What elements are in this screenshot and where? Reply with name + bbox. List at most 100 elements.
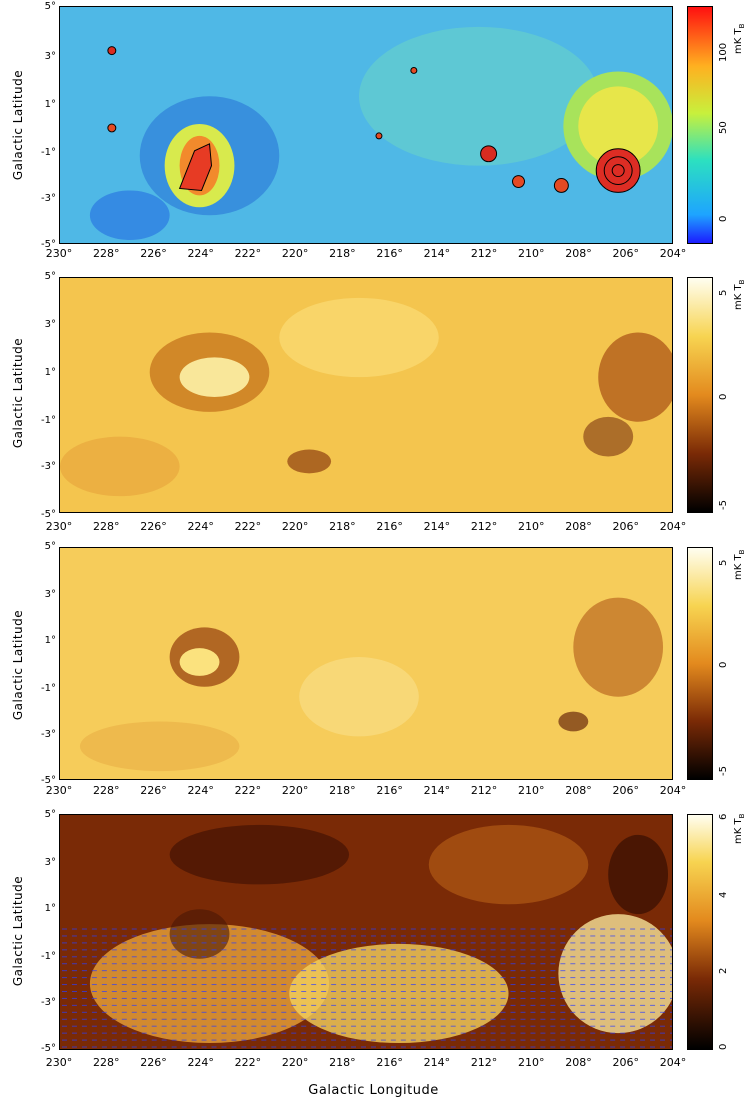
residual-image-b <box>60 548 672 779</box>
lat-tick: -5° <box>41 239 56 250</box>
lon-tick: 208° <box>565 520 592 533</box>
lat-tick: -5° <box>41 775 56 786</box>
lon-tick: 228° <box>92 1056 120 1069</box>
lat-tick: -5° <box>41 509 56 520</box>
colorbar-polarized <box>687 814 713 1050</box>
lon-tick: 222° <box>234 520 262 533</box>
colorbar-residual-b <box>687 547 713 780</box>
lon-tick: 204° <box>659 520 687 533</box>
lon-tick: 220° <box>281 1056 309 1069</box>
lon-tick: 206° <box>612 520 640 533</box>
panel-polarized: Galactic Latitude <box>0 808 747 1102</box>
lat-tick: -5° <box>41 1043 56 1054</box>
colorbar-tick: 0 <box>718 215 729 222</box>
residual-map-b <box>59 547 673 780</box>
lon-tick: 226° <box>140 1056 167 1069</box>
lon-tick: 224° <box>187 520 214 533</box>
lon-tick: 230° <box>45 247 73 260</box>
colorbar-unit: mK TB <box>733 813 746 844</box>
colorbar-unit: mK TB <box>733 279 746 310</box>
lat-tick: -3° <box>41 193 56 204</box>
panel-residual-a: Galactic Latitude 5 0 -5 mK TB <box>0 270 747 533</box>
lon-tick: 228° <box>92 520 120 533</box>
y-axis-label: Galactic Latitude <box>11 875 25 987</box>
lon-tick: 212° <box>470 1056 498 1069</box>
colorbar-tick: 0 <box>718 1043 729 1050</box>
polarized-image <box>60 815 672 1049</box>
lat-tick: -1° <box>41 147 56 158</box>
lat-tick: 1° <box>44 635 56 646</box>
lon-tick: 210° <box>518 1056 545 1069</box>
colorbar-tick: 50 <box>718 121 729 134</box>
lon-tick: 218° <box>329 784 356 797</box>
colorbar-tick: 0 <box>718 393 729 400</box>
lon-tick: 208° <box>565 1056 592 1069</box>
lon-tick: 226° <box>140 520 167 533</box>
lon-tick: 218° <box>329 247 356 260</box>
lat-tick: 5° <box>44 271 56 282</box>
colorbar-tick: 0 <box>718 661 729 668</box>
colorbar-tick: 6 <box>718 813 729 820</box>
lon-tick: 206° <box>612 247 640 260</box>
lon-tick: 230° <box>45 784 73 797</box>
y-axis-label: Galactic Latitude <box>11 337 25 449</box>
lon-tick: 224° <box>187 1056 214 1069</box>
lon-tick: 212° <box>470 784 498 797</box>
lon-tick: 222° <box>234 1056 262 1069</box>
lat-tick: -3° <box>41 997 56 1008</box>
polarized-map <box>59 814 673 1050</box>
lat-tick: 1° <box>44 903 56 914</box>
lon-tick: 228° <box>92 247 120 260</box>
lat-tick: 5° <box>44 1 56 12</box>
colorbar-residual-a <box>687 277 713 513</box>
lat-tick: -3° <box>41 461 56 472</box>
lat-tick: 1° <box>44 99 56 110</box>
lat-tick: 3° <box>44 589 56 600</box>
lat-tick: -1° <box>41 683 56 694</box>
colorbar-tick: -5 <box>718 766 729 776</box>
intensity-map <box>59 6 673 244</box>
colorbar-tick: 5 <box>718 289 729 296</box>
lon-tick: 204° <box>659 784 687 797</box>
lon-tick: 214° <box>423 1056 451 1069</box>
colorbar-unit: mK TB <box>733 549 746 580</box>
lon-tick: 210° <box>518 784 545 797</box>
panel-residual-b: Galactic Latitude 5 0 -5 mK TB 5° 3 <box>0 540 747 800</box>
panel-total-intensity: Galactic Latitude <box>0 0 747 260</box>
lon-tick: 230° <box>45 1056 73 1069</box>
lon-tick: 210° <box>518 520 545 533</box>
lon-tick: 212° <box>470 247 498 260</box>
colorbar-tick: 4 <box>718 891 729 898</box>
lon-tick: 216° <box>376 1056 403 1069</box>
colorbar-tick: 2 <box>718 967 729 974</box>
lon-tick: 218° <box>329 1056 356 1069</box>
lon-tick: 222° <box>234 247 262 260</box>
lon-tick: 214° <box>423 247 451 260</box>
lon-tick: 214° <box>423 520 451 533</box>
lon-tick: 208° <box>565 247 592 260</box>
lon-tick: 222° <box>234 784 262 797</box>
lon-tick: 216° <box>376 520 403 533</box>
lat-tick: -3° <box>41 729 56 740</box>
x-axis-label: Galactic Longitude <box>308 1083 439 1098</box>
colorbar-unit: mK TB <box>733 23 746 54</box>
lat-tick: 3° <box>44 857 56 868</box>
lon-tick: 220° <box>281 520 309 533</box>
lon-tick: 204° <box>659 247 687 260</box>
lon-tick: 224° <box>187 247 214 260</box>
lon-tick: 220° <box>281 784 309 797</box>
lon-tick: 230° <box>45 520 73 533</box>
intensity-image <box>60 7 672 243</box>
lon-tick: 212° <box>470 520 498 533</box>
lon-tick: 220° <box>281 247 309 260</box>
lon-tick: 206° <box>612 784 640 797</box>
colorbar-tick: 5 <box>718 559 729 566</box>
lat-tick: -1° <box>41 951 56 962</box>
lon-tick: 204° <box>659 1056 687 1069</box>
lat-tick: 5° <box>44 541 56 552</box>
colorbar-tick: -5 <box>718 500 729 510</box>
residual-map-a <box>59 277 673 513</box>
lon-tick: 206° <box>612 1056 640 1069</box>
lon-tick: 208° <box>565 784 592 797</box>
y-axis-label: Galactic Latitude <box>11 609 25 721</box>
